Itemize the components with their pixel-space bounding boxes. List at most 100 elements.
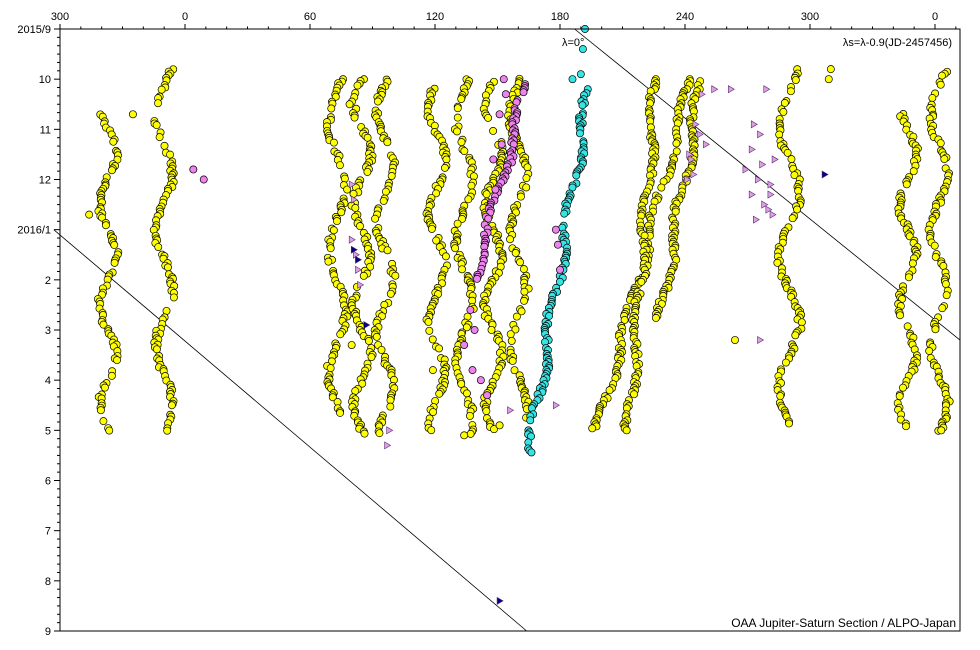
data-point bbox=[154, 243, 163, 251]
data-point-triangle bbox=[684, 175, 692, 184]
data-point bbox=[578, 101, 587, 110]
reference-line bbox=[574, 28, 961, 341]
data-point bbox=[442, 155, 451, 164]
data-point bbox=[551, 225, 560, 234]
data-point-triangle bbox=[765, 205, 773, 214]
data-point bbox=[466, 305, 475, 314]
data-point bbox=[637, 277, 646, 286]
data-point bbox=[783, 148, 792, 157]
data-point bbox=[372, 332, 381, 341]
data-point bbox=[482, 190, 491, 199]
data-point bbox=[167, 401, 176, 410]
data-point bbox=[337, 208, 346, 217]
data-point bbox=[359, 271, 368, 280]
data-point bbox=[353, 81, 362, 90]
data-point bbox=[386, 402, 395, 411]
data-point bbox=[427, 426, 436, 435]
data-point bbox=[896, 311, 904, 320]
y-tick-label: 7 bbox=[45, 526, 51, 538]
data-point-triangle bbox=[690, 170, 698, 179]
data-point-triangle bbox=[350, 195, 358, 204]
data-point bbox=[553, 240, 562, 249]
data-point bbox=[380, 300, 389, 309]
x-tick-label: 240 bbox=[676, 11, 694, 23]
data-point bbox=[100, 383, 109, 392]
data-point-triangle bbox=[761, 200, 769, 209]
data-point bbox=[555, 277, 564, 286]
data-point bbox=[925, 346, 934, 355]
data-point bbox=[429, 408, 438, 417]
data-point bbox=[457, 379, 466, 388]
data-point bbox=[522, 183, 531, 192]
data-point-triangle bbox=[767, 190, 775, 199]
data-point bbox=[476, 376, 485, 385]
data-point-triangle bbox=[759, 160, 767, 169]
data-point-triangle bbox=[357, 280, 365, 289]
data-point bbox=[775, 130, 784, 139]
data-point bbox=[441, 252, 450, 261]
data-point bbox=[377, 345, 386, 354]
data-point bbox=[326, 364, 335, 373]
data-point bbox=[556, 265, 564, 274]
data-point bbox=[938, 71, 946, 80]
data-point bbox=[462, 389, 471, 398]
data-point bbox=[575, 129, 584, 138]
data-point bbox=[99, 417, 108, 426]
data-point bbox=[383, 138, 392, 147]
data-point bbox=[440, 163, 449, 172]
data-point bbox=[516, 192, 525, 201]
data-point bbox=[522, 174, 531, 182]
data-point bbox=[788, 214, 797, 223]
data-point-triangle bbox=[384, 441, 392, 450]
data-point bbox=[572, 171, 581, 180]
data-point bbox=[490, 425, 498, 434]
data-point bbox=[428, 335, 437, 344]
data-point bbox=[936, 139, 945, 148]
data-point bbox=[453, 104, 462, 113]
data-point-triangle bbox=[742, 165, 750, 174]
data-point bbox=[895, 392, 904, 401]
data-point-triangle bbox=[363, 320, 371, 330]
data-point bbox=[605, 386, 614, 395]
data-point bbox=[904, 273, 913, 282]
data-point bbox=[363, 133, 372, 142]
data-point bbox=[630, 390, 639, 399]
data-point bbox=[787, 155, 796, 164]
data-point-triangle bbox=[348, 180, 356, 189]
data-point bbox=[483, 391, 492, 400]
data-point bbox=[328, 393, 337, 402]
data-point-triangle bbox=[386, 426, 394, 435]
data-point bbox=[356, 222, 364, 231]
data-point bbox=[108, 166, 116, 175]
data-point bbox=[940, 155, 949, 164]
data-point bbox=[484, 113, 493, 122]
data-point bbox=[487, 325, 496, 334]
data-point bbox=[169, 293, 178, 302]
data-point bbox=[791, 76, 800, 84]
data-point bbox=[652, 314, 660, 322]
data-point bbox=[350, 113, 359, 122]
data-point bbox=[473, 274, 481, 283]
data-point bbox=[152, 345, 161, 354]
data-point bbox=[98, 213, 107, 222]
data-point bbox=[457, 95, 466, 103]
data-point-triangle bbox=[757, 130, 765, 139]
data-point bbox=[499, 75, 508, 84]
data-point bbox=[909, 167, 918, 176]
x-tick-label: 180 bbox=[551, 11, 569, 23]
data-point bbox=[110, 241, 119, 249]
data-point bbox=[367, 353, 376, 361]
data-point-triangle bbox=[348, 235, 356, 244]
data-point bbox=[776, 392, 785, 400]
y-tick-label: 10 bbox=[39, 74, 51, 86]
data-point-triangle bbox=[755, 175, 763, 184]
data-point bbox=[424, 318, 433, 326]
data-point bbox=[902, 180, 911, 189]
data-point bbox=[381, 187, 390, 196]
data-point bbox=[793, 205, 802, 214]
data-point bbox=[903, 322, 912, 331]
data-point bbox=[489, 155, 498, 164]
data-point bbox=[113, 356, 121, 365]
data-point bbox=[157, 85, 166, 94]
data-point bbox=[620, 316, 629, 324]
